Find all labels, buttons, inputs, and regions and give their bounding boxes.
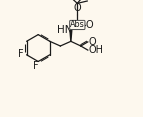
Polygon shape	[70, 30, 72, 41]
Text: O: O	[88, 37, 96, 47]
Text: F: F	[18, 49, 24, 59]
Text: O: O	[85, 20, 93, 30]
Text: O: O	[74, 3, 81, 13]
Text: HN: HN	[57, 25, 72, 35]
Text: Abs: Abs	[70, 20, 85, 29]
Text: OH: OH	[88, 45, 103, 55]
Text: F: F	[33, 61, 39, 71]
FancyBboxPatch shape	[70, 20, 85, 29]
